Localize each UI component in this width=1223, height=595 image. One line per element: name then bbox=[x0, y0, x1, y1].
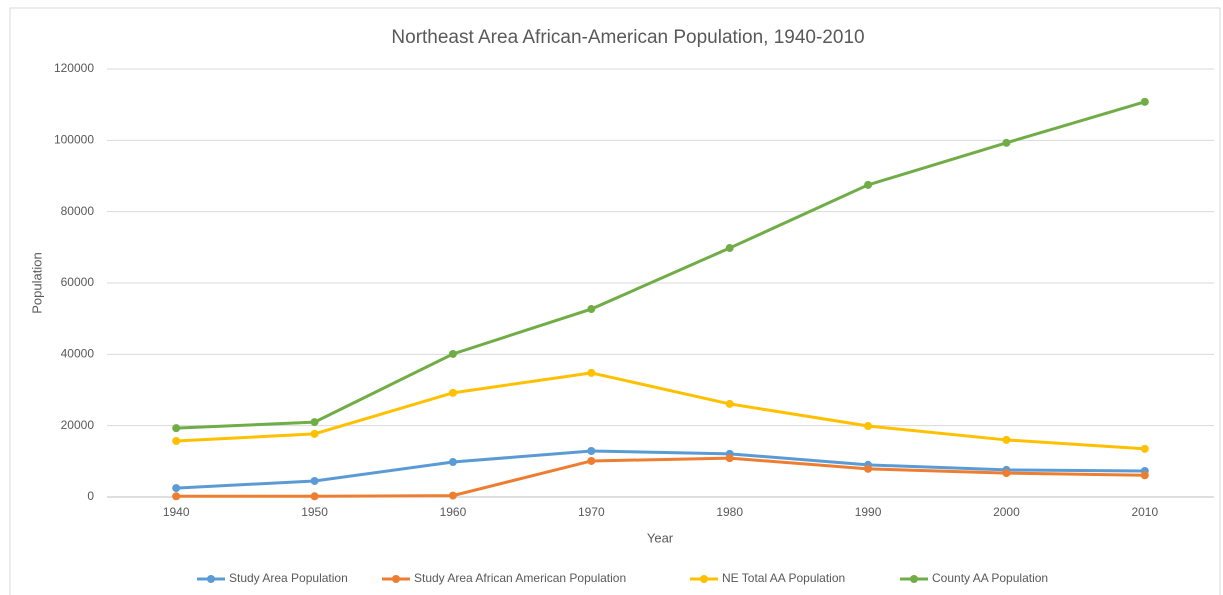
data-point bbox=[1140, 444, 1149, 453]
data-point bbox=[1002, 469, 1011, 478]
legend-label: County AA Population bbox=[932, 571, 1048, 585]
x-tick-label: 2000 bbox=[993, 505, 1020, 519]
data-point bbox=[172, 424, 181, 433]
data-point bbox=[1140, 97, 1149, 106]
data-point bbox=[725, 244, 734, 253]
data-point bbox=[864, 422, 873, 431]
y-tick-label: 0 bbox=[87, 489, 94, 503]
legend-marker bbox=[207, 575, 215, 583]
x-tick-label: 1950 bbox=[301, 505, 328, 519]
legend-label: NE Total AA Population bbox=[722, 571, 845, 585]
data-point bbox=[587, 368, 596, 377]
x-tick-label: 1940 bbox=[163, 505, 190, 519]
data-point bbox=[310, 492, 319, 501]
x-tick-label: 1960 bbox=[440, 505, 467, 519]
y-tick-label: 100000 bbox=[54, 133, 94, 147]
data-point bbox=[1140, 471, 1149, 480]
x-axis-title: Year bbox=[647, 530, 674, 545]
x-tick-label: 1970 bbox=[578, 505, 605, 519]
data-point bbox=[172, 437, 181, 446]
y-tick-label: 80000 bbox=[61, 204, 95, 218]
data-point bbox=[864, 464, 873, 473]
data-point bbox=[587, 305, 596, 314]
series-line bbox=[176, 456, 1145, 498]
data-point bbox=[587, 456, 596, 465]
y-tick-label: 120000 bbox=[54, 61, 94, 75]
data-point bbox=[448, 349, 457, 358]
y-tick-label: 60000 bbox=[61, 275, 95, 289]
legend-marker bbox=[392, 575, 400, 583]
data-point bbox=[725, 399, 734, 408]
series-line bbox=[176, 371, 1145, 451]
chart-border bbox=[9, 7, 1221, 595]
data-point bbox=[1002, 435, 1011, 444]
x-tick-label: 2010 bbox=[1131, 505, 1158, 519]
data-point bbox=[448, 458, 457, 467]
data-point bbox=[448, 491, 457, 500]
data-point bbox=[725, 454, 734, 463]
y-axis-title: Population bbox=[29, 252, 44, 313]
series-line bbox=[176, 100, 1146, 430]
legend-marker bbox=[700, 575, 708, 583]
legend-marker bbox=[910, 575, 918, 583]
data-point bbox=[448, 388, 457, 397]
legend-label: Study Area Population bbox=[229, 571, 348, 585]
y-tick-label: 40000 bbox=[61, 347, 95, 361]
series-line bbox=[176, 449, 1145, 490]
data-point bbox=[587, 446, 596, 455]
data-point bbox=[310, 429, 319, 438]
data-point bbox=[310, 476, 319, 485]
data-point bbox=[172, 484, 181, 493]
data-point bbox=[864, 180, 873, 189]
legend-label: Study Area African American Population bbox=[414, 571, 626, 585]
data-point bbox=[1002, 138, 1011, 147]
y-tick-label: 20000 bbox=[61, 418, 95, 432]
data-point bbox=[172, 492, 181, 501]
x-tick-label: 1990 bbox=[855, 505, 882, 519]
chart-title: Northeast Area African-American Populati… bbox=[391, 27, 864, 48]
x-tick-label: 1980 bbox=[716, 505, 743, 519]
data-point bbox=[310, 418, 319, 427]
